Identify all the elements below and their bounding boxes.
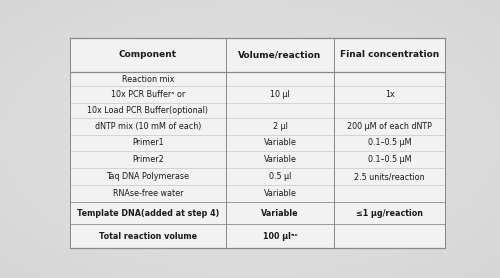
Text: Total reaction volume: Total reaction volume bbox=[99, 232, 197, 240]
Text: 0.1–0.5 μM: 0.1–0.5 μM bbox=[368, 155, 412, 164]
Text: dNTP mix (10 mM of each): dNTP mix (10 mM of each) bbox=[94, 122, 201, 131]
Text: 200 μM of each dNTP: 200 μM of each dNTP bbox=[347, 122, 432, 131]
Text: Reaction mix: Reaction mix bbox=[122, 75, 174, 84]
Text: Variable: Variable bbox=[264, 155, 296, 164]
Text: Variable: Variable bbox=[264, 189, 296, 198]
FancyBboxPatch shape bbox=[70, 38, 445, 248]
Text: Taq DNA Polymerase: Taq DNA Polymerase bbox=[106, 172, 190, 181]
Text: RNAse-free water: RNAse-free water bbox=[112, 189, 183, 198]
Text: 10x PCR Bufferᵃ or: 10x PCR Bufferᵃ or bbox=[110, 90, 185, 99]
Text: Variable: Variable bbox=[264, 138, 296, 148]
Text: Variable: Variable bbox=[261, 208, 299, 218]
Text: 2.5 units/reaction: 2.5 units/reaction bbox=[354, 172, 425, 181]
Text: Primer1: Primer1 bbox=[132, 138, 164, 148]
Text: 0.5 μl: 0.5 μl bbox=[269, 172, 291, 181]
Text: Primer2: Primer2 bbox=[132, 155, 164, 164]
Text: 10x Load PCR Buffer(optional): 10x Load PCR Buffer(optional) bbox=[88, 106, 208, 115]
Text: 2 μl: 2 μl bbox=[272, 122, 287, 131]
Text: Volume/reaction: Volume/reaction bbox=[238, 50, 322, 59]
Text: Template DNA(added at step 4): Template DNA(added at step 4) bbox=[76, 208, 219, 218]
Text: Final concentration: Final concentration bbox=[340, 50, 440, 59]
Text: 10 μl: 10 μl bbox=[270, 90, 290, 99]
Text: 100 μlᵃᶜ: 100 μlᵃᶜ bbox=[262, 232, 298, 240]
Text: 1x: 1x bbox=[385, 90, 394, 99]
Text: 0.1–0.5 μM: 0.1–0.5 μM bbox=[368, 138, 412, 148]
Text: Component: Component bbox=[119, 50, 177, 59]
Text: ≤1 μg/reaction: ≤1 μg/reaction bbox=[356, 208, 423, 218]
